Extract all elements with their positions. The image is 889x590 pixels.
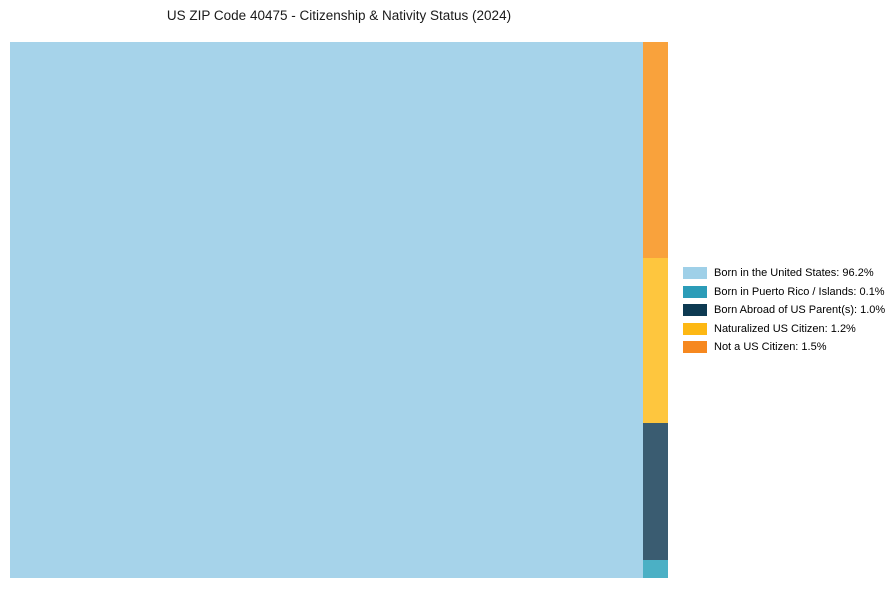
treemap-tile-not-citizen — [643, 42, 668, 258]
treemap-tile-born-us — [10, 42, 643, 578]
legend-row-not-citizen: Not a US Citizen: 1.5% — [683, 341, 885, 353]
legend-label-puerto-rico: Born in Puerto Rico / Islands: 0.1% — [714, 285, 885, 298]
legend-swatch-not-citizen — [683, 341, 707, 353]
legend-label-born-us: Born in the United States: 96.2% — [714, 267, 874, 279]
legend-row-puerto-rico: Born in Puerto Rico / Islands: 0.1% — [683, 285, 885, 298]
legend-label-naturalized: Naturalized US Citizen: 1.2% — [714, 322, 856, 335]
legend-swatch-born-abroad — [683, 304, 707, 316]
legend-swatch-naturalized — [683, 322, 707, 335]
treemap-tile-puerto-rico — [643, 560, 668, 578]
legend-row-naturalized: Naturalized US Citizen: 1.2% — [683, 322, 885, 335]
legend-swatch-puerto-rico — [683, 285, 707, 298]
legend-row-born-abroad: Born Abroad of US Parent(s): 1.0% — [683, 304, 885, 316]
treemap-tile-born-abroad — [643, 423, 668, 560]
chart-title: US ZIP Code 40475 - Citizenship & Nativi… — [166, 8, 512, 23]
treemap-tile-naturalized — [643, 258, 668, 423]
legend: Born in the United States: 96.2% Born in … — [683, 267, 885, 353]
legend-label-born-abroad: Born Abroad of US Parent(s): 1.0% — [714, 304, 886, 316]
legend-row-born-us: Born in the United States: 96.2% — [683, 267, 885, 279]
legend-label-not-citizen: Not a US Citizen: 1.5% — [714, 341, 827, 353]
legend-swatch-born-us — [683, 267, 707, 279]
